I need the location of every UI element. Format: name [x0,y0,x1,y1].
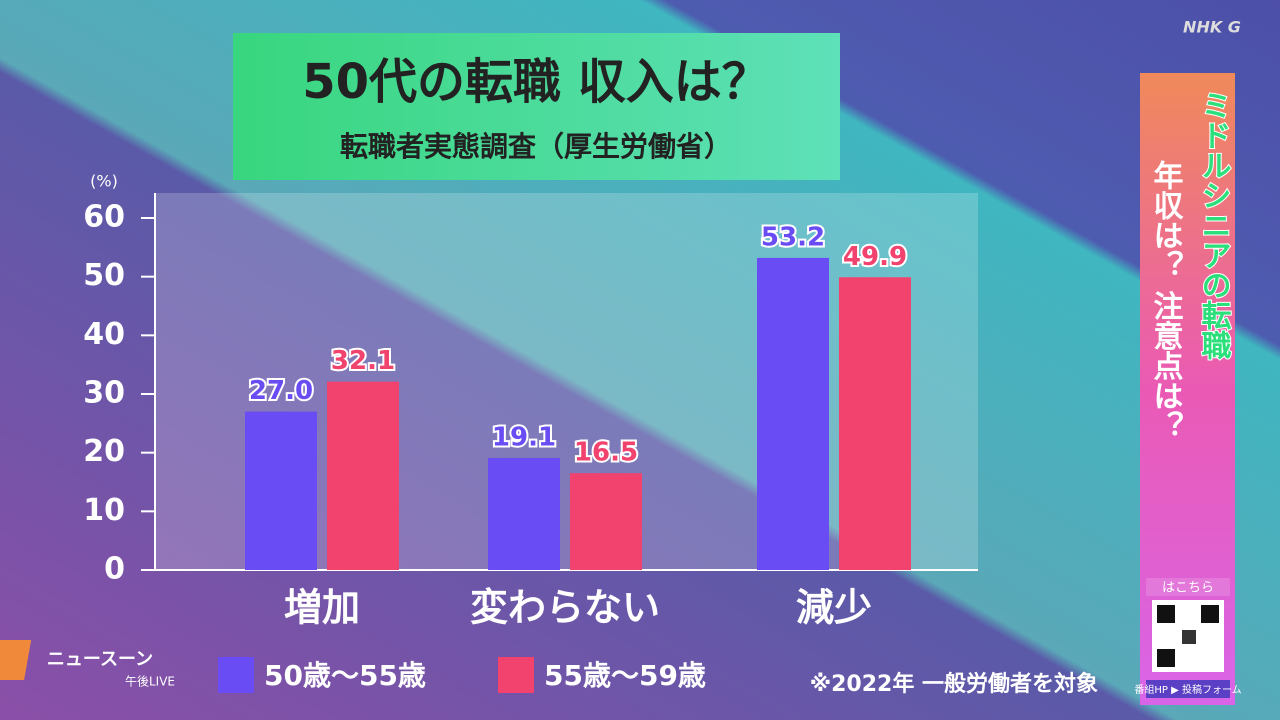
side-panel [1140,73,1235,705]
logo-bottom: 午後LIVE [125,675,175,689]
link-bar [1146,578,1230,596]
title-box [233,33,840,180]
x-tick-label: 増加 [284,586,360,630]
side-link[interactable]: はこちら [1162,581,1214,596]
footer-bar [1146,680,1230,698]
chart-title: 50代の転職 収入は？ [302,54,770,110]
legend-swatch [218,657,254,693]
qr-corner [1201,605,1219,623]
bar [245,411,317,570]
channel-logo: NHK G [1183,18,1241,37]
value-label: 16.5 [574,438,638,468]
qr-corner [1157,649,1175,667]
side-footer[interactable]: 番組HP ▶ 投稿フォーム [1134,683,1241,696]
value-label: 53.2 [761,222,825,252]
bar [570,473,642,570]
bar [327,381,399,570]
value-label: 32.1 [331,346,395,376]
bar [488,457,560,570]
value-label: 27.0 [249,376,313,406]
y-unit: (%) [90,172,118,191]
logo-top: ニュースーン [47,649,153,670]
side-subtitle: 年収は？ 注意点は？ [1148,160,1184,440]
y-tick-label: 50 [83,258,125,293]
qr-pattern [1182,630,1196,644]
value-label: 19.1 [492,422,556,452]
bar [839,277,911,570]
legend-swatch [498,657,534,693]
y-tick-label: 10 [83,493,125,528]
y-tick-label: 30 [83,376,125,411]
qr-corner [1157,605,1175,623]
logo-box [0,640,32,680]
y-tick-label: 40 [83,317,125,352]
bar [757,257,829,570]
value-label: 49.9 [843,242,907,272]
y-tick-label: 60 [83,200,125,235]
chart-subtitle: 転職者実態調査（厚生労働省） [340,130,732,163]
y-tick-label: 0 [104,552,125,587]
x-tick-label: 減少 [796,586,872,630]
x-tick-label: 変わらない [470,586,660,630]
side-title: ミドルシニアの転職 [1196,90,1232,360]
legend-label: 55歳〜59歳 [544,659,706,692]
y-tick-label: 20 [83,434,125,469]
legend-label: 50歳〜55歳 [264,659,426,692]
chart-note: ※2022年 一般労働者を対象 [810,671,1098,697]
